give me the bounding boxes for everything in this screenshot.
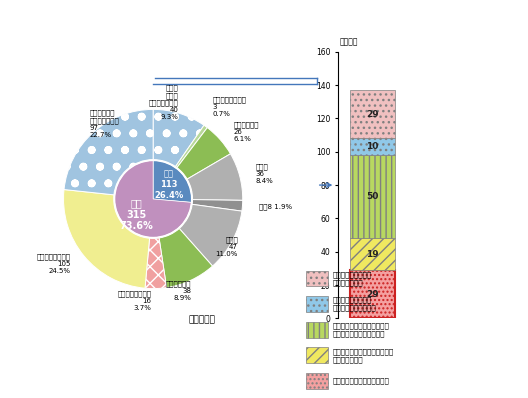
Text: 50: 50: [366, 192, 379, 201]
Text: その他適当な仕事が
ありそうにない: その他適当な仕事が ありそうにない: [333, 271, 372, 286]
Text: 自分の知識・能力にあう仕事が
ありそうにない: 自分の知識・能力にあう仕事が ありそうにない: [333, 348, 394, 363]
Wedge shape: [187, 154, 243, 200]
Wedge shape: [145, 238, 167, 289]
Bar: [350, 139, 394, 155]
Text: その他
47
11.0%: その他 47 11.0%: [215, 236, 238, 257]
Text: 今の景気や季節では
仕事がありそうにない: 今の景気や季節では 仕事がありそうにない: [333, 297, 376, 312]
Wedge shape: [153, 160, 192, 203]
Text: 近くに仕事がありそうにない: 近くに仕事がありそうにない: [333, 378, 390, 384]
Text: 適当な
仕事が
ありそうにない
40
9.3%: 適当な 仕事が ありそうにない 40 9.3%: [149, 84, 179, 120]
FancyBboxPatch shape: [306, 373, 328, 389]
Text: その他
36
8.4%: その他 36 8.4%: [256, 163, 274, 183]
Bar: [350, 270, 394, 318]
Wedge shape: [180, 204, 242, 266]
Bar: [350, 155, 394, 238]
Text: 男性
113
26.4%: 男性 113 26.4%: [154, 170, 183, 199]
Bar: [350, 90, 394, 139]
Text: 女性
315
73.6%: 女性 315 73.6%: [119, 198, 153, 231]
Text: 19: 19: [366, 250, 379, 259]
Text: 勤務時間・賃金などが希望に
あう仕事がありそうにない: 勤務時間・賃金などが希望に あう仕事がありそうにない: [333, 322, 390, 337]
Wedge shape: [153, 109, 204, 166]
Text: 単位：万人: 単位：万人: [189, 316, 216, 324]
Wedge shape: [159, 228, 213, 288]
FancyBboxPatch shape: [306, 322, 328, 338]
Text: 健康上の理由
26
6.1%: 健康上の理由 26 6.1%: [233, 121, 259, 142]
Wedge shape: [192, 199, 243, 211]
Text: 10: 10: [366, 142, 379, 151]
Wedge shape: [64, 109, 153, 195]
Wedge shape: [115, 160, 192, 238]
Text: 介護・看護のため
3
0.7%: 介護・看護のため 3 0.7%: [212, 96, 247, 117]
Text: 出産・育児のため
105
24.5%: 出産・育児のため 105 24.5%: [36, 253, 70, 273]
Wedge shape: [63, 189, 149, 288]
Text: 介護・看護のため
16
3.7%: 介護・看護のため 16 3.7%: [118, 290, 152, 310]
Wedge shape: [177, 128, 231, 179]
Text: （万人）: （万人）: [340, 38, 358, 47]
Text: 健康上の理由
38
8.9%: 健康上の理由 38 8.9%: [166, 280, 192, 301]
Wedge shape: [175, 125, 208, 168]
Bar: [350, 238, 394, 270]
Text: 不詳8 1.9%: 不詳8 1.9%: [259, 203, 291, 210]
Text: 29: 29: [366, 290, 379, 299]
FancyBboxPatch shape: [306, 271, 328, 287]
FancyBboxPatch shape: [306, 296, 328, 312]
FancyBboxPatch shape: [306, 347, 328, 363]
Text: 適当な仕事が
ありそうにない
97
22.7%: 適当な仕事が ありそうにない 97 22.7%: [90, 109, 120, 138]
Text: 29: 29: [366, 110, 379, 119]
